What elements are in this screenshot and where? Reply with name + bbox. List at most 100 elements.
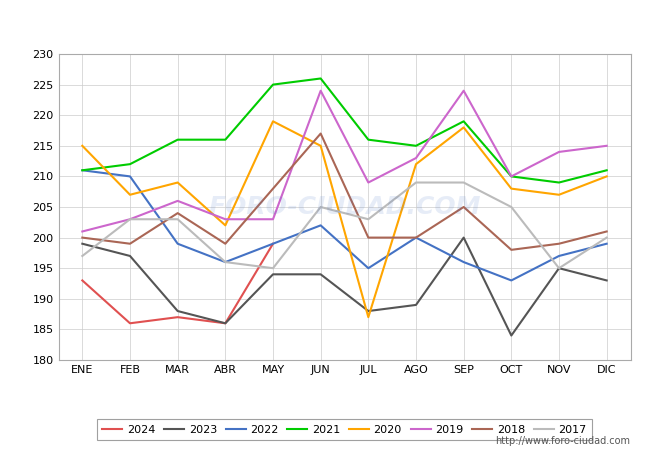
Line: 2017: 2017 [83,183,606,268]
2018 [126,241,134,247]
2020 [603,174,610,179]
2018 [317,131,324,136]
2021 [460,119,467,124]
2023 [222,320,229,326]
2020 [555,192,563,198]
2019 [412,155,420,161]
2019 [317,88,324,94]
2022 [79,167,86,173]
2018 [222,241,229,247]
2024 [174,315,181,320]
2023 [365,308,372,314]
Line: 2018: 2018 [83,134,606,250]
Text: http://www.foro-ciudad.com: http://www.foro-ciudad.com [495,436,630,446]
Line: 2020: 2020 [83,122,606,317]
2017 [460,180,467,185]
Line: 2021: 2021 [83,78,606,183]
2023 [508,333,515,338]
2020 [508,186,515,191]
2022 [174,241,181,247]
2023 [317,272,324,277]
Legend: 2024, 2023, 2022, 2021, 2020, 2019, 2018, 2017: 2024, 2023, 2022, 2021, 2020, 2019, 2018… [97,419,592,440]
Line: 2019: 2019 [83,91,606,231]
2017 [174,216,181,222]
2017 [508,204,515,210]
2021 [365,137,372,142]
2017 [222,259,229,265]
2020 [412,162,420,167]
2019 [460,88,467,94]
Line: 2024: 2024 [83,244,273,323]
2020 [174,180,181,185]
2019 [269,216,277,222]
2023 [79,241,86,247]
Text: FORO-CIUDAD.COM: FORO-CIUDAD.COM [208,195,481,219]
2018 [508,247,515,252]
2017 [555,266,563,271]
2021 [603,167,610,173]
2022 [460,259,467,265]
2021 [269,82,277,87]
2020 [269,119,277,124]
2021 [174,137,181,142]
2019 [222,216,229,222]
2022 [412,235,420,240]
2019 [555,149,563,155]
2020 [460,125,467,130]
2023 [460,235,467,240]
2019 [79,229,86,234]
2019 [365,180,372,185]
2020 [365,315,372,320]
Text: Afiliados en Casas de Haro a 31/5/2024: Afiliados en Casas de Haro a 31/5/2024 [148,14,502,32]
Line: 2023: 2023 [83,238,606,336]
2021 [222,137,229,142]
2019 [126,216,134,222]
2018 [174,211,181,216]
2018 [412,235,420,240]
2022 [269,241,277,247]
2022 [222,259,229,265]
2023 [126,253,134,259]
2020 [126,192,134,198]
2019 [603,143,610,148]
2024 [79,278,86,283]
2020 [79,143,86,148]
2023 [555,266,563,271]
2021 [317,76,324,81]
2023 [412,302,420,308]
2018 [460,204,467,210]
2017 [365,216,372,222]
2017 [79,253,86,259]
2022 [555,253,563,259]
2017 [412,180,420,185]
2022 [317,223,324,228]
2022 [365,266,372,271]
2020 [317,143,324,148]
2023 [269,272,277,277]
2017 [269,266,277,271]
2024 [126,320,134,326]
2024 [269,241,277,247]
2018 [365,235,372,240]
2021 [79,167,86,173]
2018 [555,241,563,247]
2018 [603,229,610,234]
2021 [508,174,515,179]
2022 [126,174,134,179]
2017 [126,216,134,222]
2023 [174,308,181,314]
2021 [126,162,134,167]
2019 [508,174,515,179]
2017 [317,204,324,210]
Line: 2022: 2022 [83,170,606,280]
2018 [79,235,86,240]
2019 [174,198,181,203]
2021 [412,143,420,148]
2023 [603,278,610,283]
2020 [222,223,229,228]
2018 [269,186,277,191]
2024 [222,320,229,326]
2017 [603,235,610,240]
2021 [555,180,563,185]
2022 [508,278,515,283]
